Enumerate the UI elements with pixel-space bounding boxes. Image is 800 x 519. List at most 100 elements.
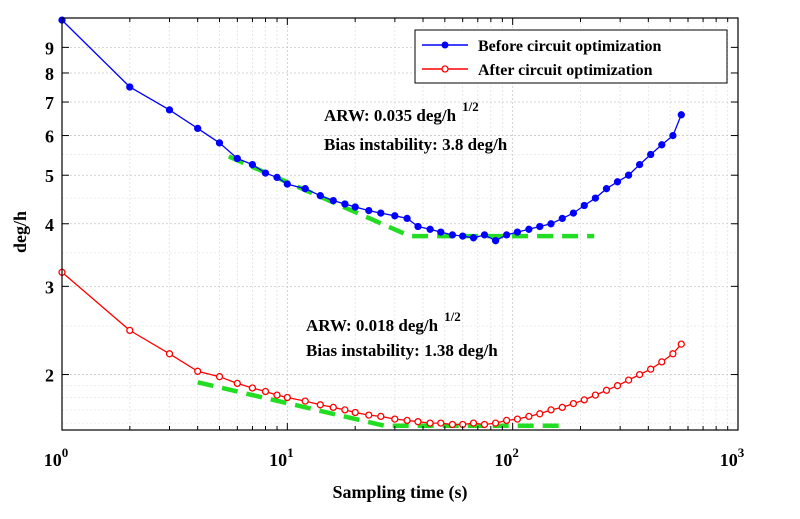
annotation-before-arw: ARW: 0.035 deg/h 1/2: [324, 99, 479, 125]
data-point-before: [491, 237, 500, 245]
data-point-after: [215, 373, 224, 381]
data-point-after: [525, 412, 533, 421]
data-point-before: [377, 209, 385, 217]
annotation-after-bias: Bias instability: 1.38 deg/h: [306, 341, 498, 360]
data-point-before: [580, 201, 588, 210]
data-point-after: [377, 412, 385, 421]
data-point-before: [647, 150, 655, 159]
data-point-before: [365, 206, 373, 215]
x-tick-label: 101: [269, 445, 294, 470]
data-point-after: [569, 399, 578, 408]
data-point-after: [329, 403, 337, 412]
data-point-before: [215, 139, 224, 147]
data-point-before: [301, 185, 309, 193]
data-point-before: [502, 231, 511, 239]
fit-line-after: [197, 380, 565, 429]
data-point-after: [316, 401, 324, 409]
x-tick-label: 103: [720, 445, 745, 470]
data-point-before: [248, 160, 257, 169]
data-point-after: [469, 419, 478, 427]
annotation-after-arw: ARW: 0.018 deg/h 1/2: [306, 309, 461, 335]
axis-ticks: 2 3 4 5 6 7 8 9 100 101 102 103: [44, 18, 745, 470]
data-point-after: [647, 365, 655, 373]
data-point-before: [480, 231, 489, 239]
data-point-before: [126, 83, 134, 91]
data-point-before: [547, 220, 555, 228]
data-point-before: [283, 180, 291, 188]
data-point-after: [126, 326, 134, 335]
data-point-after: [677, 340, 685, 348]
data-point-before: [329, 196, 337, 205]
data-point-before: [165, 106, 174, 114]
legend: Before circuit optimization After circui…: [414, 29, 728, 84]
y-tick-label: 9: [45, 38, 54, 58]
y-axis-title: deg/h: [10, 211, 30, 253]
data-point-before: [525, 225, 533, 233]
data-point-before: [459, 232, 467, 240]
data-point-after: [480, 420, 489, 429]
data-point-after: [613, 382, 622, 390]
data-point-after: [261, 387, 270, 396]
data-point-before: [613, 178, 622, 186]
data-point-after: [341, 406, 349, 414]
data-point-before: [391, 212, 399, 220]
y-tick-label: 5: [45, 166, 54, 186]
y-tick-label: 4: [45, 215, 54, 235]
data-point-after: [283, 393, 291, 402]
data-point-before: [233, 154, 241, 163]
data-point-after: [165, 350, 174, 358]
legend-label-after: After circuit optimization: [478, 62, 653, 79]
data-point-after: [669, 350, 677, 358]
data-point-after: [547, 406, 555, 414]
data-point-after: [194, 367, 202, 375]
data-point-before: [469, 234, 478, 242]
data-point-after: [233, 379, 241, 388]
data-point-after: [536, 410, 544, 418]
data-point-before: [513, 228, 522, 236]
legend-marker-before: [441, 41, 449, 49]
data-point-after: [591, 391, 600, 399]
data-point-after: [273, 391, 281, 399]
data-point-before: [658, 141, 666, 149]
y-tick-label: 3: [45, 277, 54, 297]
data-point-before: [194, 124, 202, 133]
data-point-before: [403, 214, 411, 223]
data-point-before: [591, 194, 600, 202]
data-point-after: [580, 396, 588, 404]
x-tick-label: 102: [494, 445, 518, 470]
data-point-after: [658, 358, 666, 366]
data-point-before: [341, 200, 349, 208]
data-point-after: [448, 420, 457, 429]
data-point-after: [403, 416, 411, 425]
data-point-after: [301, 397, 309, 405]
data-point-before: [536, 222, 544, 231]
legend-box: [414, 29, 728, 84]
data-point-after: [365, 411, 373, 419]
data-point-after: [635, 370, 644, 379]
data-point-before: [437, 228, 445, 236]
data-point-before: [624, 171, 633, 179]
x-axis-title: Sampling time (s): [333, 482, 468, 503]
annotation-before: ARW: 0.035 deg/h 1/2 Bias instability: 3.…: [324, 99, 508, 154]
y-tick-label: 2: [45, 366, 54, 386]
data-point-after: [248, 384, 257, 392]
y-tick-label: 6: [45, 127, 54, 147]
x-tick-label: 100: [44, 445, 69, 470]
data-point-before: [316, 192, 324, 200]
data-point-before: [677, 111, 685, 119]
data-point-before: [558, 214, 566, 223]
data-point-before: [351, 203, 359, 211]
data-point-before: [635, 160, 644, 169]
data-point-after: [351, 408, 359, 417]
annotation-before-bias: Bias instability: 3.8 deg/h: [324, 135, 508, 154]
data-point-after: [391, 415, 399, 423]
data-point-before: [669, 131, 677, 140]
legend-label-before: Before circuit optimization: [478, 38, 661, 55]
data-point-before: [273, 173, 281, 182]
data-point-after: [491, 419, 500, 427]
legend-marker-after: [441, 65, 449, 73]
data-point-before: [448, 231, 457, 239]
data-point-before: [602, 185, 611, 193]
data-point-after: [513, 415, 522, 423]
